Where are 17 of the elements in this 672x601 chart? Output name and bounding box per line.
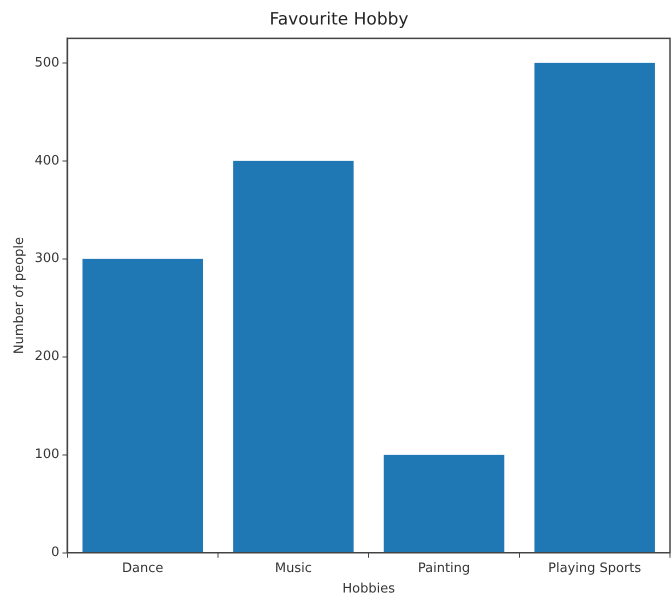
y-axis-title: Number of people [12,237,28,354]
x-axis-title: Hobbies [342,582,396,597]
bar [233,160,354,552]
bar [82,258,203,552]
x-tick-label: Dance [122,560,164,576]
y-tick-label: 500 [34,55,60,70]
chart-title: Favourite Hobby [270,10,408,30]
y-tick-label: 100 [34,447,60,462]
y-tick-label: 400 [34,153,60,168]
y-tick-label: 200 [34,349,60,364]
y-tick-label: 0 [51,545,60,560]
x-tick-label: Music [274,560,312,576]
x-tick-label: Painting [418,560,470,576]
y-tick-label: 300 [34,251,60,266]
bar [534,62,655,552]
x-tick-label: Playing Sports [548,560,642,576]
bar [384,454,504,552]
